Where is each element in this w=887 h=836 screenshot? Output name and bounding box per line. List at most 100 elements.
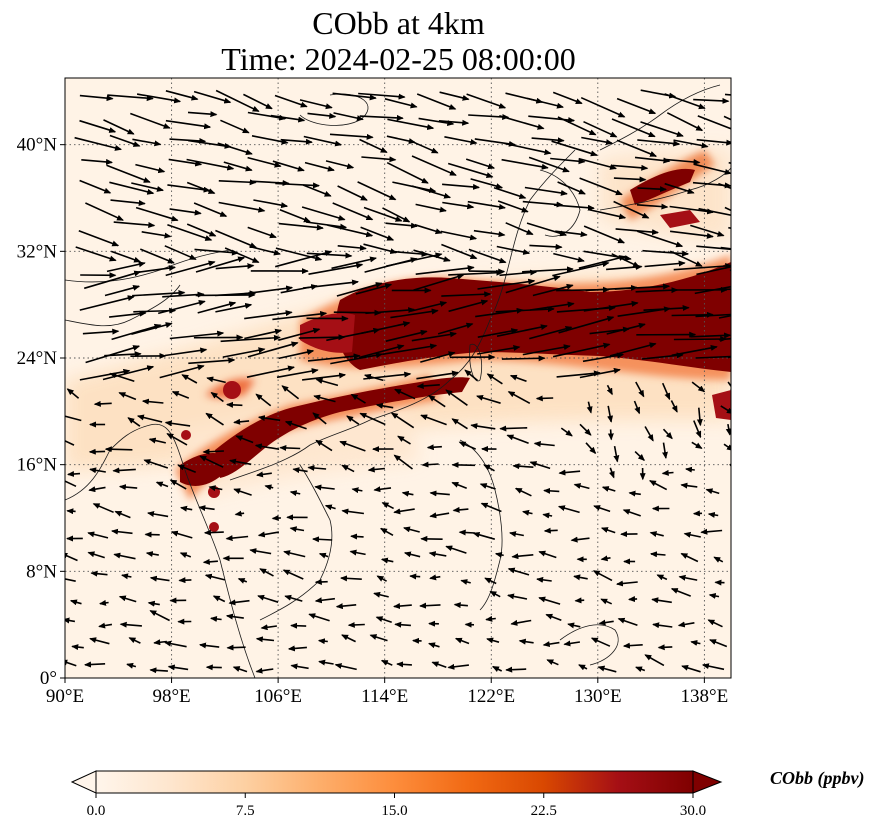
wind-arrow (445, 389, 468, 406)
wind-arrow (65, 659, 77, 667)
wind-arrow (232, 666, 248, 673)
wind-arrow (118, 484, 138, 491)
wind-arrow (681, 664, 701, 673)
wind-arrow (340, 575, 362, 582)
wind-arrow (453, 602, 468, 609)
wind-arrow (305, 221, 348, 230)
wind-arrow (411, 155, 457, 176)
wind-arrow (188, 357, 236, 365)
wind-arrow (215, 302, 253, 313)
wind-arrow (247, 226, 277, 239)
wind-arrow (359, 138, 388, 154)
wind-arrow (81, 158, 113, 165)
wind-arrow (415, 265, 475, 275)
wind-arrow (282, 569, 304, 580)
wind-arrow (253, 199, 289, 209)
wind-arrow (553, 204, 595, 211)
wind-arrow (727, 140, 731, 144)
wind-arrow (169, 479, 187, 490)
wind-arrow (465, 158, 496, 170)
wind-arrow (696, 265, 731, 276)
wind-arrow (308, 613, 330, 622)
wind-arrow (600, 598, 613, 605)
wind-arrow (111, 528, 133, 535)
wind-arrow (260, 624, 278, 631)
wind-arrow (414, 223, 443, 235)
wind-arrow (384, 98, 418, 109)
wind-arrow (314, 484, 335, 491)
wind-arrow (312, 536, 333, 543)
wind-arrow (181, 374, 198, 384)
wind-arrow (441, 243, 478, 260)
wind-arrow (332, 92, 377, 101)
wind-arrow (195, 256, 246, 273)
wind-arrow (67, 471, 81, 477)
wind-arrow (365, 307, 416, 315)
wind-arrow (131, 182, 164, 192)
wind-arrow (720, 246, 731, 250)
wind-arrow (65, 477, 77, 488)
wind-arrow (707, 511, 719, 518)
wind-arrow (468, 268, 506, 275)
wind-arrow (637, 230, 684, 248)
wind-arrow (329, 133, 374, 140)
wind-arrow (304, 161, 335, 172)
wind-arrow (472, 531, 496, 540)
wind-arrow (355, 283, 393, 295)
wind-arrow (499, 115, 545, 130)
wind-arrow (387, 118, 435, 131)
wind-arrow (165, 260, 216, 277)
wind-arrow (509, 374, 527, 383)
wind-arrow (284, 594, 303, 602)
wind-arrow (145, 551, 159, 557)
wind-arrow (275, 247, 323, 262)
wind-arrow (281, 385, 300, 400)
x-tick-label: 90°E (46, 686, 84, 707)
wind-arrow (663, 158, 701, 165)
wind-arrow (130, 112, 171, 129)
wind-arrow (427, 395, 446, 408)
wind-arrow (180, 505, 193, 512)
wind-arrow (690, 640, 701, 646)
wind-arrow (691, 441, 703, 449)
wind-arrow (634, 156, 671, 164)
wind-arrow (552, 261, 610, 277)
y-axis-ticks: 0° 8°N 16°N 24°N 32°N 40°N (17, 135, 65, 689)
wind-arrow (451, 418, 468, 430)
wind-arrow (171, 390, 190, 399)
wind-arrow (65, 552, 78, 562)
wind-arrow (314, 597, 335, 604)
x-axis-ticks: 90°E 98°E 106°E 114°E 122°E 130°E 138°E (46, 678, 728, 707)
wind-arrow (166, 433, 188, 446)
wind-arrow (212, 595, 226, 603)
wind-arrow (509, 531, 524, 537)
wind-arrow (499, 269, 538, 277)
wind-arrow (468, 248, 507, 264)
wind-arrow (335, 603, 357, 610)
wind-arrow (693, 420, 702, 439)
wind-arrow (104, 284, 141, 297)
wind-arrow (93, 400, 112, 407)
wind-arrow (616, 139, 658, 157)
wind-arrow (535, 395, 554, 402)
wind-arrow (470, 178, 504, 189)
wind-arrow (367, 466, 385, 473)
wind-arrow (197, 301, 237, 314)
wind-arrow (84, 661, 106, 668)
wind-arrow (546, 659, 559, 666)
wind-arrow (542, 641, 560, 648)
wind-arrow (664, 182, 695, 194)
wind-arrow (233, 418, 250, 425)
wind-arrow (661, 382, 671, 401)
wind-arrow (112, 467, 136, 474)
wind-arrow (583, 120, 618, 138)
map-subtitle: Time: 2024-02-25 08:00:00 (221, 41, 576, 77)
wind-arrow (177, 464, 196, 474)
wind-arrow (393, 454, 413, 470)
wind-arrow (292, 467, 308, 474)
wind-arrow (226, 644, 246, 651)
wind-arrow (264, 484, 274, 491)
wind-arrow (448, 299, 489, 313)
wind-arrow (324, 504, 336, 511)
